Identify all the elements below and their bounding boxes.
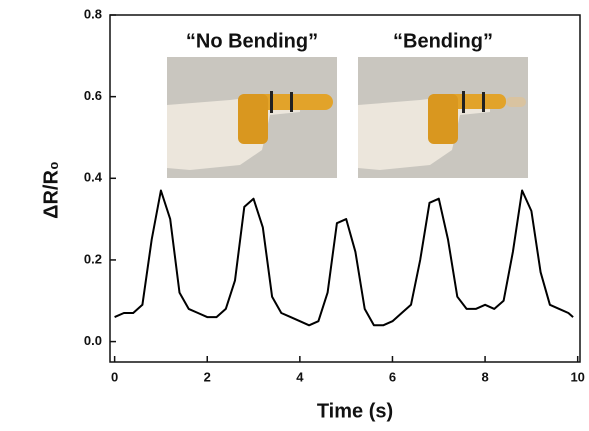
x-tick-label: 6 bbox=[389, 369, 396, 384]
annotation: “No Bending” bbox=[186, 30, 318, 52]
x-tick-label: 2 bbox=[204, 369, 211, 384]
plot-frame bbox=[109, 14, 581, 363]
x-tick-label: 4 bbox=[296, 369, 304, 384]
data-line bbox=[114, 189, 574, 327]
y-tick-label: 0.4 bbox=[84, 170, 103, 185]
y-tick-label: 0.0 bbox=[84, 333, 102, 348]
y-tick-label: 0.8 bbox=[84, 6, 102, 21]
annotation: “Bending” bbox=[393, 30, 493, 52]
y-axis-label: ΔR/R₀ bbox=[40, 161, 62, 219]
photo-no-bending bbox=[167, 57, 337, 178]
x-tick-label: 10 bbox=[570, 369, 584, 384]
x-axis-label: Time (s) bbox=[317, 400, 393, 422]
x-tick-label: 8 bbox=[481, 369, 488, 384]
x-tick-label: 0 bbox=[111, 369, 118, 384]
y-tick-label: 0.6 bbox=[84, 88, 102, 103]
photo-bending bbox=[358, 57, 528, 178]
y-tick-label: 0.2 bbox=[84, 251, 102, 266]
